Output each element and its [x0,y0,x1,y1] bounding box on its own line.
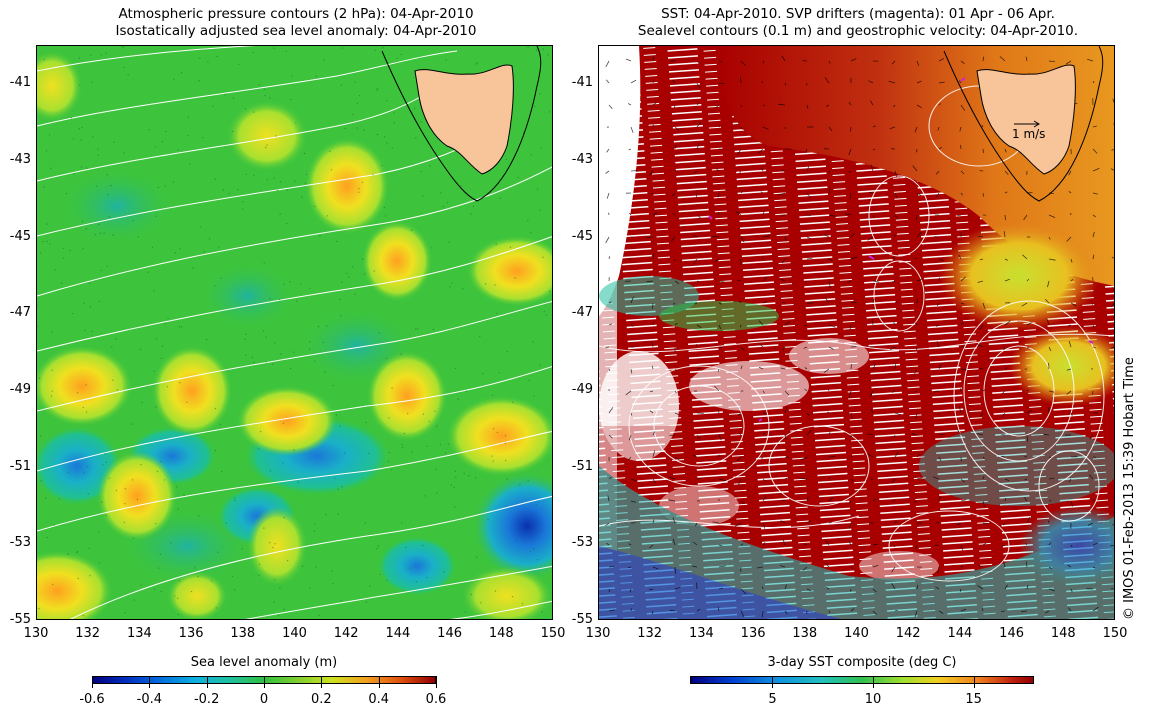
right-colorbar-title: 3-day SST composite (deg C) [767,655,957,670]
left-colorbar-title: Sea level anomaly (m) [190,655,338,670]
lat-tick-label: -47 [9,305,31,321]
lon-tick-label: 148 [1050,626,1076,641]
colorbar-tick-mark [264,676,265,688]
tasmania-land [976,64,1076,175]
lat-tick-label: -53 [571,535,593,551]
colorbar-tick-mark [321,676,323,688]
colorbar-tick-mark [206,676,208,688]
lat-tick-label: -53 [9,535,31,551]
lon-tick-label: 136 [178,626,204,641]
sea-level-anomaly-map [36,45,553,620]
lon-tick-label: 132 [637,626,663,641]
colorbar-tick-mark [149,676,151,688]
lat-tick-label: -55 [571,612,593,627]
sst-colorbar [690,676,1034,684]
lat-tick-label: -43 [9,152,31,167]
velocity-arrow-icon [1014,120,1040,128]
lat-tick-label: -43 [571,152,593,167]
lat-tick-label: -45 [9,228,31,244]
lon-tick-label: 142 [895,626,921,641]
colorbar-tick-mark [92,676,93,688]
lon-tick-label: 130 [23,626,49,641]
lat-tick-label: -55 [9,612,31,627]
left-title-line2: Isostatically adjusted sea level anomaly… [115,23,477,39]
lat-tick-label: -51 [9,458,31,474]
lon-tick-label: 138 [230,626,256,641]
lat-tick-label: -51 [571,458,593,474]
colorbar-tick-label: 0 [259,692,269,707]
colorbar-tick-label: 0.2 [310,692,332,707]
colorbar-tick-label: 10 [864,692,882,707]
lon-tick-label: 150 [540,626,566,641]
right-title-line2: Sealevel contours (0.1 m) and geostrophi… [637,23,1079,39]
lat-tick-label: -49 [571,382,593,397]
lon-tick-label: 140 [844,626,869,641]
lat-tick-label: -45 [571,228,593,244]
colorbar-tick-mark [772,676,774,688]
colorbar-tick-label: -0.6 [79,692,105,707]
lon-tick-label: 130 [585,626,611,641]
lat-tick-label: -41 [9,75,31,91]
colorbar-tick-label: 0.4 [368,692,389,707]
tasmania-coastline-left [381,46,542,202]
colorbar-tick-mark [378,676,380,688]
lon-tick-label: 142 [333,626,359,641]
sst-composite-map: 1 m/s [598,45,1115,620]
colorbar-tick-label: -0.4 [136,692,163,707]
lon-tick-label: 132 [75,626,101,641]
lon-tick-label: 138 [792,626,818,641]
colorbar-tick-label: 15 [965,692,982,707]
right-panel-title: SST: 04-Apr-2010. SVP drifters (magenta)… [598,6,1118,40]
lat-tick-label: -41 [571,75,593,91]
tasmania-coastline-right [943,46,1104,202]
colorbar-tick-label: -0.2 [193,692,220,707]
lon-tick-label: 150 [1102,626,1128,641]
lon-tick-label: 134 [688,626,714,641]
tasmania-land [414,64,514,175]
lat-tick-label: -49 [9,382,31,397]
lon-tick-label: 146 [999,626,1024,641]
colorbar-tick-label: 5 [768,692,777,707]
left-panel-title: Atmospheric pressure contours (2 hPa): 0… [36,6,556,40]
lat-tick-label: -47 [571,305,593,321]
lon-tick-label: 144 [385,626,411,641]
velocity-scale-label: 1 m/s [1012,127,1045,141]
imos-credit: © IMOS 01-Feb-2013 15:39 Hobart Time [1122,357,1137,620]
left-title-line1: Atmospheric pressure contours (2 hPa): 0… [118,6,474,22]
lon-tick-label: 146 [437,626,462,641]
colorbar-tick-label: 0.6 [425,692,447,707]
colorbar-tick-mark [973,676,975,688]
lon-tick-label: 140 [282,626,307,641]
right-title-line1: SST: 04-Apr-2010. SVP drifters (magenta)… [661,6,1055,22]
lon-tick-label: 134 [126,626,152,641]
lon-tick-label: 144 [947,626,973,641]
colorbar-tick-mark [873,676,875,688]
lon-tick-label: 136 [740,626,766,641]
colorbar-tick-mark [436,676,437,688]
lon-tick-label: 148 [488,626,514,641]
